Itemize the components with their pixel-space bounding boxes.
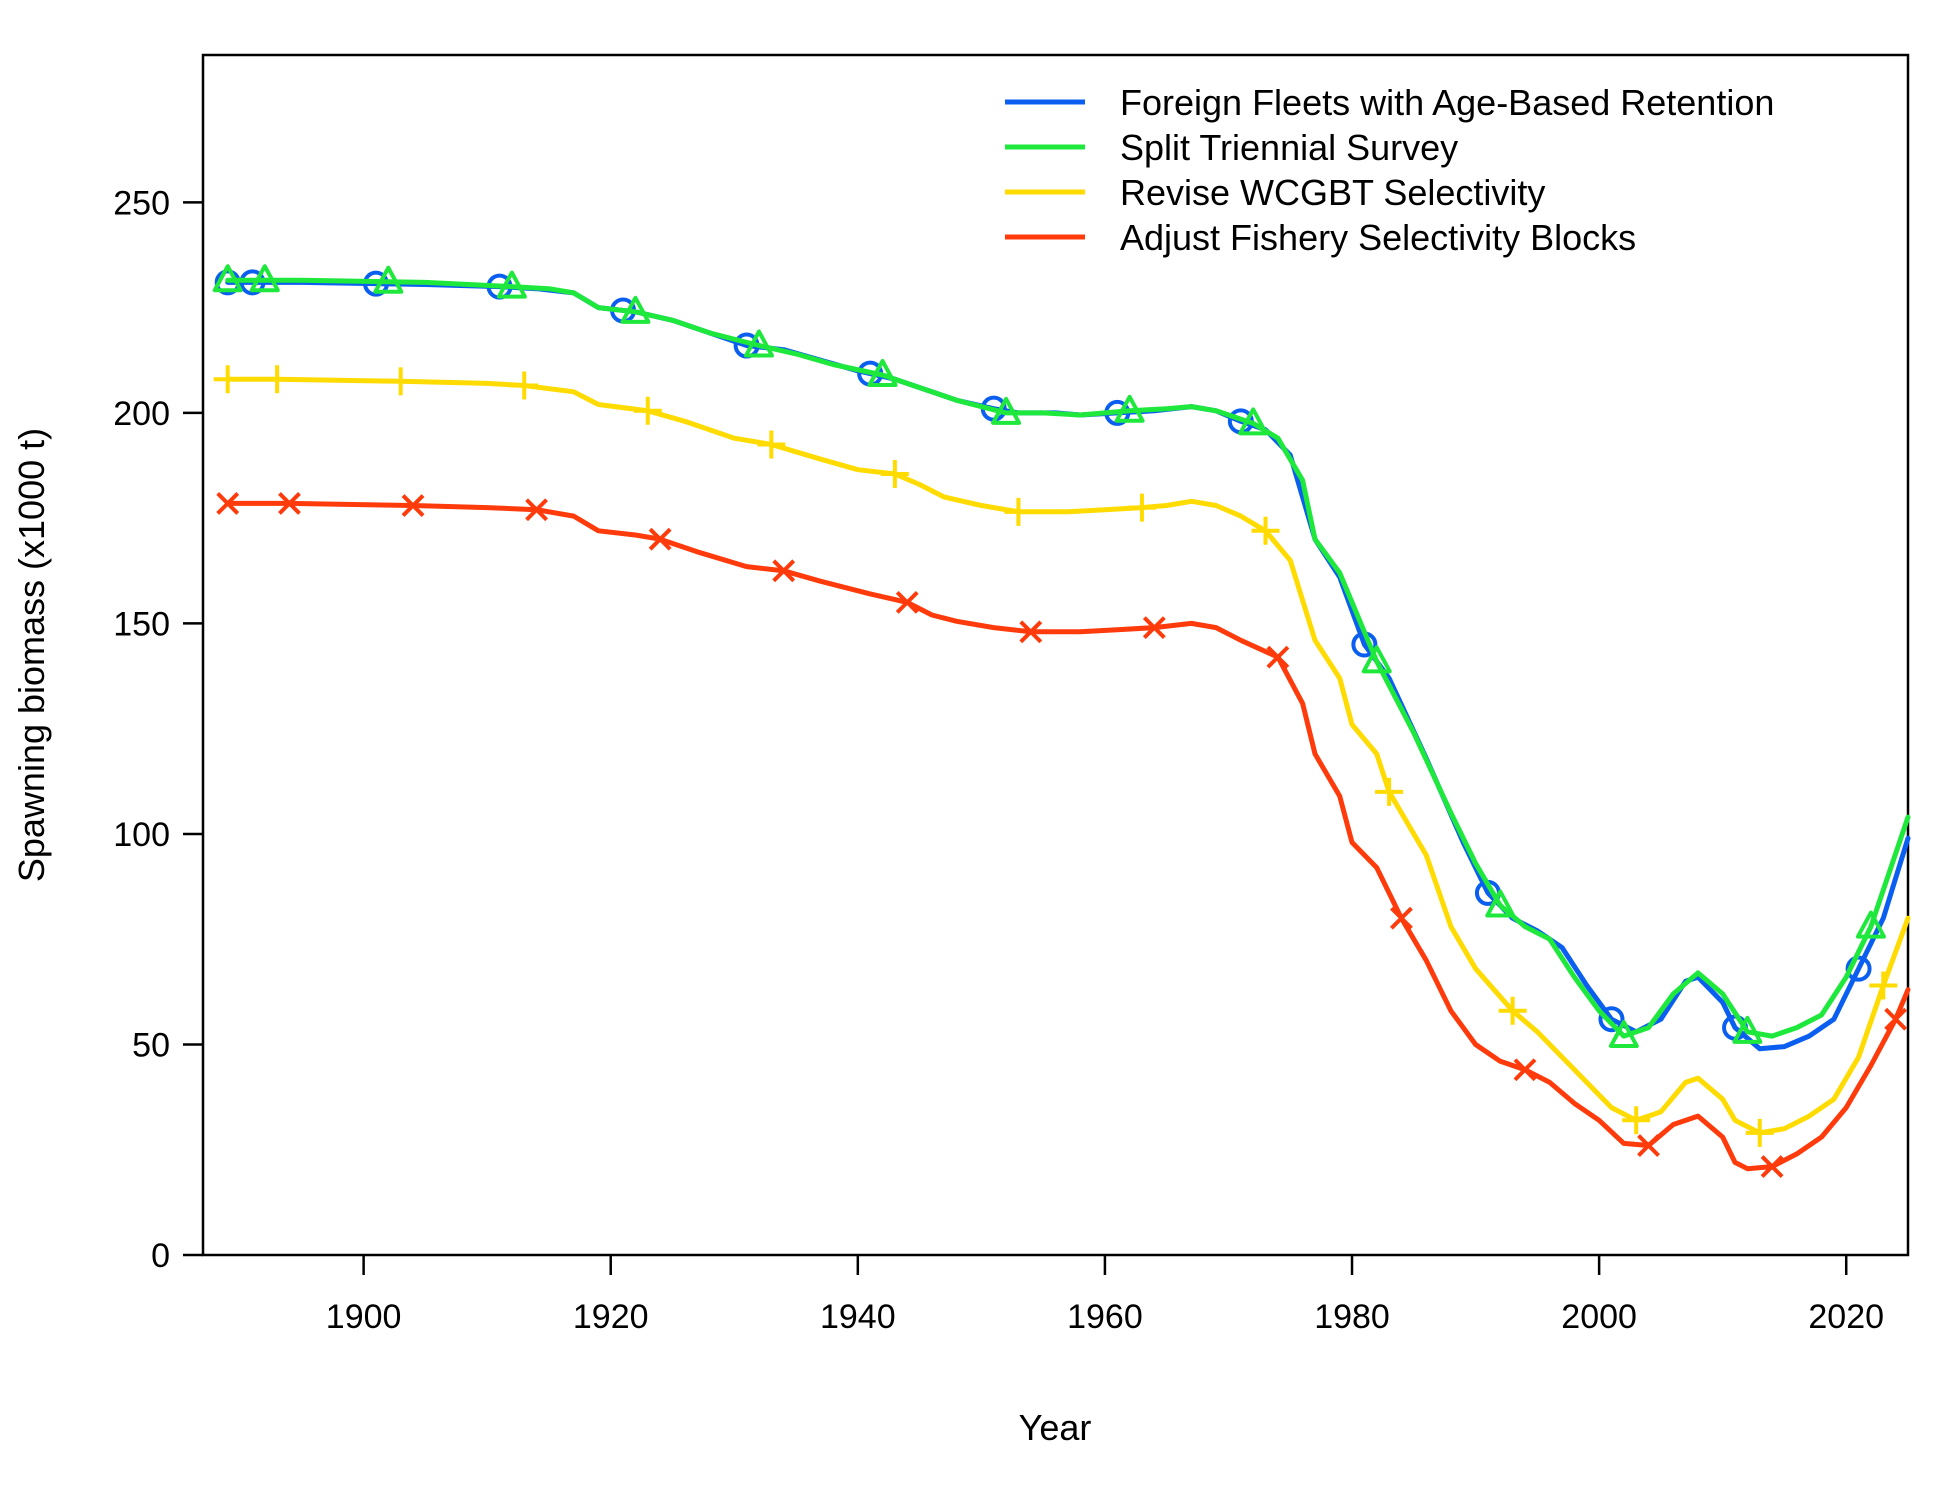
x-tick-label: 1940 [820, 1298, 896, 1336]
series-line [225, 279, 1911, 1052]
series-marker [249, 264, 280, 293]
series-marker [1266, 645, 1290, 669]
series-marker [1622, 1106, 1651, 1135]
x-tick-label: 1900 [326, 1298, 402, 1336]
series-3 [213, 365, 1911, 1147]
y-tick-label: 250 [113, 184, 170, 222]
series-marker [213, 365, 242, 394]
x-tick-label: 1960 [1067, 1298, 1143, 1336]
series-marker [1745, 1118, 1774, 1147]
series-marker [373, 265, 404, 294]
y-axis-title: Spawning biomass (x1000 t) [11, 428, 52, 882]
series-marker [1498, 996, 1527, 1025]
series-marker [991, 396, 1022, 425]
plot-frame [201, 53, 1910, 1257]
series-marker [510, 371, 539, 400]
series-marker [1513, 1058, 1537, 1082]
x-axis-title: Year [1019, 1407, 1092, 1448]
series-marker [1732, 1015, 1763, 1044]
series-marker [1598, 1006, 1625, 1033]
series-2 [212, 264, 1911, 1049]
series-line [225, 376, 1911, 1136]
series-marker [278, 492, 301, 515]
series-marker [880, 459, 909, 488]
series-marker [1637, 1134, 1660, 1157]
series-marker [1251, 516, 1280, 545]
series-marker [1361, 645, 1392, 674]
series-marker [496, 270, 527, 299]
x-tick-label: 2020 [1808, 1298, 1884, 1336]
y-axis: 0 50 100 150 200 250 [113, 184, 203, 1275]
y-tick-label: 200 [113, 395, 170, 433]
series-layer [212, 264, 1911, 1178]
series-marker [1019, 620, 1043, 644]
series-marker [867, 359, 898, 387]
series-marker [1127, 493, 1156, 522]
series-marker [1142, 616, 1166, 640]
legend-label: Adjust Fishery Selectivity Blocks [1120, 217, 1636, 258]
series-marker [1238, 407, 1269, 436]
series-marker [1884, 1007, 1908, 1031]
x-axis: 1900 1920 1940 1960 1980 2000 2020 [326, 1255, 1884, 1336]
legend: Foreign Fleets with Age-Based RetentionS… [1005, 82, 1774, 258]
series-1 [214, 269, 1911, 1052]
series-marker [386, 367, 415, 396]
x-tick-label: 1920 [573, 1298, 649, 1336]
series-marker [772, 559, 796, 583]
series-marker [620, 295, 651, 324]
series-marker [1375, 777, 1404, 806]
series-marker [1855, 910, 1886, 939]
series-marker [212, 264, 243, 293]
series-marker [648, 527, 672, 551]
series-marker [1114, 394, 1145, 423]
y-tick-label: 0 [151, 1237, 170, 1275]
y-tick-label: 50 [132, 1026, 170, 1064]
series-marker [895, 590, 919, 614]
x-tick-label: 2000 [1561, 1298, 1637, 1336]
series-marker [1004, 497, 1033, 526]
series-line [225, 277, 1911, 1039]
legend-label: Revise WCGBT Selectivity [1120, 172, 1545, 213]
series-marker [263, 365, 292, 394]
series-marker [757, 430, 786, 459]
series-marker [1760, 1155, 1784, 1178]
y-tick-label: 100 [113, 816, 170, 854]
x-tick-label: 1980 [1314, 1298, 1390, 1336]
legend-label: Split Triennial Survey [1120, 127, 1458, 168]
series-marker [1869, 971, 1898, 1000]
series-marker [1485, 889, 1516, 918]
series-marker [633, 396, 662, 425]
series-marker [743, 329, 774, 358]
series-marker [216, 492, 240, 515]
series-marker [1390, 906, 1413, 930]
series-marker [525, 498, 549, 522]
series-marker [401, 494, 425, 517]
series-4 [216, 492, 1911, 1178]
series-line [225, 500, 1911, 1172]
series-marker [1608, 1020, 1639, 1049]
y-tick-label: 150 [113, 605, 170, 643]
legend-label: Foreign Fleets with Age-Based Retention [1120, 82, 1774, 123]
